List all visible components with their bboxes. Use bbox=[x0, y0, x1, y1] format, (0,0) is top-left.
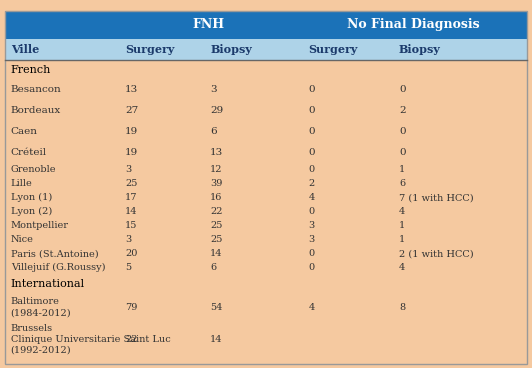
Text: 39: 39 bbox=[210, 179, 222, 188]
Text: Villejuif (G.Roussy): Villejuif (G.Roussy) bbox=[11, 263, 105, 272]
Text: Paris (St.Antoine): Paris (St.Antoine) bbox=[11, 249, 98, 258]
Bar bbox=[5, 60, 527, 364]
Text: 17: 17 bbox=[125, 193, 137, 202]
Text: 2: 2 bbox=[309, 179, 315, 188]
Text: 13: 13 bbox=[210, 148, 223, 157]
Text: 25: 25 bbox=[210, 235, 222, 244]
Text: 1: 1 bbox=[399, 221, 405, 230]
Text: 0: 0 bbox=[399, 127, 405, 136]
Text: 3: 3 bbox=[210, 85, 217, 94]
Text: 0: 0 bbox=[309, 249, 315, 258]
Text: 4: 4 bbox=[309, 303, 315, 312]
Text: 0: 0 bbox=[309, 148, 315, 157]
Text: 0: 0 bbox=[309, 207, 315, 216]
Text: 22: 22 bbox=[125, 335, 137, 344]
Bar bbox=[5, 39, 527, 60]
Text: 22: 22 bbox=[210, 207, 222, 216]
Text: 1: 1 bbox=[399, 235, 405, 244]
Text: 14: 14 bbox=[210, 335, 222, 344]
Text: 19: 19 bbox=[125, 127, 138, 136]
Text: 16: 16 bbox=[210, 193, 222, 202]
Text: 13: 13 bbox=[125, 85, 138, 94]
Text: 4: 4 bbox=[309, 193, 315, 202]
Text: Grenoble: Grenoble bbox=[11, 165, 56, 174]
Text: Montpellier: Montpellier bbox=[11, 221, 69, 230]
Text: FNH: FNH bbox=[193, 18, 225, 31]
Text: 3: 3 bbox=[125, 165, 131, 174]
Text: 6: 6 bbox=[210, 127, 217, 136]
Text: French: French bbox=[11, 65, 51, 75]
Text: 6: 6 bbox=[210, 263, 217, 272]
Text: 6: 6 bbox=[399, 179, 405, 188]
Text: 27: 27 bbox=[125, 106, 138, 115]
Text: 0: 0 bbox=[309, 106, 315, 115]
Text: 14: 14 bbox=[125, 207, 137, 216]
Text: 0: 0 bbox=[309, 165, 315, 174]
Text: Caen: Caen bbox=[11, 127, 38, 136]
Bar bbox=[5, 11, 527, 39]
Text: Biopsy: Biopsy bbox=[399, 44, 441, 55]
Text: 3: 3 bbox=[309, 235, 315, 244]
Text: Ville: Ville bbox=[11, 44, 39, 55]
Text: Brussels
Clinique Universitarie Saint Luc
(1992-2012): Brussels Clinique Universitarie Saint Lu… bbox=[11, 323, 170, 355]
Text: 79: 79 bbox=[125, 303, 137, 312]
Text: 25: 25 bbox=[210, 221, 222, 230]
Text: 0: 0 bbox=[399, 85, 405, 94]
Text: 25: 25 bbox=[125, 179, 137, 188]
Text: 54: 54 bbox=[210, 303, 222, 312]
Text: 14: 14 bbox=[210, 249, 222, 258]
Text: Bordeaux: Bordeaux bbox=[11, 106, 61, 115]
Text: 15: 15 bbox=[125, 221, 137, 230]
Text: 2: 2 bbox=[399, 106, 405, 115]
Text: Lyon (1): Lyon (1) bbox=[11, 193, 52, 202]
Text: Lyon (2): Lyon (2) bbox=[11, 207, 52, 216]
Text: Baltimore
(1984-2012): Baltimore (1984-2012) bbox=[11, 297, 71, 317]
Text: Créteil: Créteil bbox=[11, 148, 47, 157]
Text: 0: 0 bbox=[399, 148, 405, 157]
Text: 5: 5 bbox=[125, 263, 131, 272]
Text: 0: 0 bbox=[309, 127, 315, 136]
Text: 4: 4 bbox=[399, 207, 405, 216]
Text: 8: 8 bbox=[399, 303, 405, 312]
Text: Biopsy: Biopsy bbox=[210, 44, 252, 55]
Text: No Final Diagnosis: No Final Diagnosis bbox=[347, 18, 480, 31]
Text: 19: 19 bbox=[125, 148, 138, 157]
Text: Surgery: Surgery bbox=[125, 44, 174, 55]
Text: 4: 4 bbox=[399, 263, 405, 272]
Text: 1: 1 bbox=[399, 165, 405, 174]
Text: 7 (1 with HCC): 7 (1 with HCC) bbox=[399, 193, 473, 202]
Text: 20: 20 bbox=[125, 249, 137, 258]
Text: 29: 29 bbox=[210, 106, 223, 115]
Text: Surgery: Surgery bbox=[309, 44, 358, 55]
Text: Nice: Nice bbox=[11, 235, 34, 244]
Text: 2 (1 with HCC): 2 (1 with HCC) bbox=[399, 249, 473, 258]
Text: 3: 3 bbox=[125, 235, 131, 244]
Text: 0: 0 bbox=[309, 85, 315, 94]
Text: 3: 3 bbox=[309, 221, 315, 230]
Text: International: International bbox=[11, 279, 85, 290]
Text: 0: 0 bbox=[309, 263, 315, 272]
Text: 12: 12 bbox=[210, 165, 222, 174]
Text: Besancon: Besancon bbox=[11, 85, 61, 94]
Text: Lille: Lille bbox=[11, 179, 32, 188]
